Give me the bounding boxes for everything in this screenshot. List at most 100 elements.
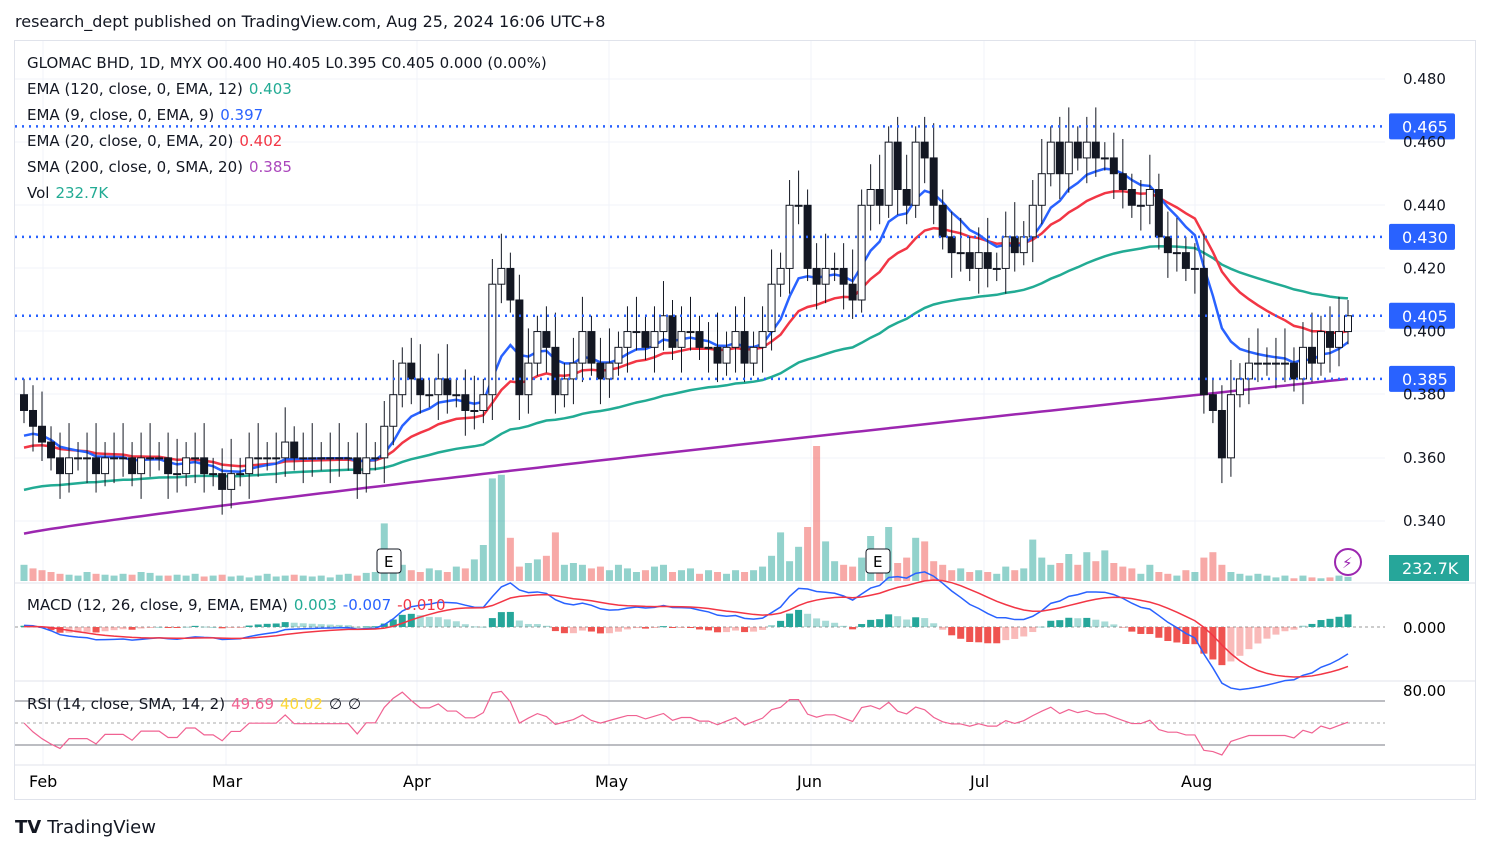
candle-up — [155, 457, 164, 460]
volume-bar — [1344, 576, 1352, 581]
volume-bar — [1101, 550, 1109, 581]
volume-bar — [371, 572, 379, 581]
macd-histogram-bar — [813, 618, 821, 627]
candle-up — [236, 473, 245, 476]
macd-histogram-bar — [1335, 616, 1343, 627]
ema20-value: 0.402 — [239, 132, 283, 150]
macd-histogram-bar — [1218, 627, 1226, 666]
volume-bar — [344, 573, 352, 581]
macd-histogram-bar — [1119, 627, 1127, 628]
macd-histogram-bar — [1065, 617, 1073, 627]
macd-histogram-bar — [596, 627, 604, 634]
ema120-label: EMA (120, close, 0, EMA, 12) — [27, 80, 243, 98]
macd-histogram-bar — [894, 616, 902, 627]
macd-histogram-bar — [110, 627, 118, 631]
ema120-value: 0.403 — [248, 80, 292, 98]
volume-bar — [605, 570, 613, 581]
volume-legend[interactable]: Vol 232.7K — [27, 184, 108, 202]
volume-bar — [20, 564, 28, 581]
macd-histogram-bar — [263, 623, 271, 627]
candle-down — [1154, 188, 1163, 238]
macd-histogram-bar — [1128, 627, 1136, 632]
macd-histogram-bar — [1002, 627, 1010, 641]
published-header: research_dept published on TradingView.c… — [15, 12, 606, 31]
macd-histogram-bar — [849, 627, 857, 630]
volume-bar — [831, 561, 839, 581]
candle-down — [407, 362, 416, 380]
ema120-legend[interactable]: EMA (120, close, 0, EMA, 12) 0.403 — [27, 80, 292, 98]
candle-up — [1001, 236, 1010, 269]
macd-histogram-bar — [452, 621, 460, 627]
candle-up — [866, 188, 875, 206]
volume-bar — [1074, 564, 1082, 581]
candle-up — [569, 362, 578, 380]
candle-down — [1091, 141, 1100, 159]
macd-histogram-bar — [614, 627, 622, 632]
ema20-legend[interactable]: EMA (20, close, 0, EMA, 20) 0.402 — [27, 132, 282, 150]
volume-bar — [993, 573, 1001, 581]
volume-bar — [1065, 554, 1073, 581]
ema9-legend[interactable]: EMA (9, close, 0, EMA, 9) 0.397 — [27, 106, 263, 124]
macd-histogram-bar — [1317, 620, 1325, 627]
macd-histogram-bar — [92, 627, 100, 633]
candle-up — [83, 457, 92, 460]
chart-frame[interactable] — [14, 40, 1476, 800]
sma200-value: 0.385 — [248, 158, 292, 176]
candle-up — [704, 346, 713, 349]
volume-bar — [164, 575, 172, 581]
volume-bar — [732, 570, 740, 581]
volume-bar — [290, 574, 298, 581]
macd-histogram-bar — [1236, 627, 1244, 656]
volume-bar — [623, 568, 631, 581]
volume-bar — [263, 573, 271, 581]
macd-histogram-bar — [605, 627, 613, 634]
macd-histogram-bar — [1029, 627, 1037, 633]
macd-legend[interactable]: MACD (12, 26, close, 9, EMA, EMA) 0.003 -0… — [27, 596, 446, 614]
candle-up — [677, 331, 686, 348]
candle-up — [659, 315, 668, 333]
volume-bar — [1155, 572, 1163, 581]
volume-bar — [1137, 573, 1145, 581]
sma200-legend[interactable]: SMA (200, close, 0, SMA, 20) 0.385 — [27, 158, 292, 176]
volume-bar — [1326, 577, 1334, 581]
volume-bar — [894, 563, 902, 581]
macd-histogram-bar — [1344, 614, 1352, 627]
candle-down — [1325, 331, 1334, 348]
candle-up — [1271, 362, 1280, 365]
time-axis-tick: Apr — [403, 772, 431, 791]
time-axis-tick: Mar — [212, 772, 243, 791]
candle-down — [947, 236, 956, 254]
volume-bar — [714, 572, 722, 581]
candle-up — [884, 141, 893, 206]
rsi-legend[interactable]: RSI (14, close, SMA, 14, 2) 49.69 40.02 ∅ ∅ — [27, 695, 361, 713]
tradingview-logo[interactable]: 𝗧𝗩 TradingView — [15, 817, 156, 838]
macd-histogram-bar — [290, 622, 298, 627]
candle-down — [839, 267, 848, 285]
volume-bar — [1173, 575, 1181, 581]
price-level-label-bg — [1389, 365, 1455, 392]
volume-bar — [1245, 575, 1253, 581]
volume-bar — [768, 555, 776, 581]
macd-histogram-bar — [389, 619, 397, 627]
macd-histogram-bar — [1182, 627, 1190, 645]
volume-bar — [65, 574, 73, 581]
candle-up — [794, 204, 803, 207]
price-axis-tick: 0.480 — [1403, 70, 1446, 88]
macd-histogram-bar — [696, 627, 704, 630]
macd-histogram-bar — [1164, 627, 1172, 642]
candle-up — [119, 457, 128, 460]
candle-down — [128, 457, 137, 475]
macd-histogram-bar — [1038, 626, 1046, 628]
candle-up — [1253, 362, 1262, 365]
volume-bar — [515, 566, 523, 581]
candle-up — [623, 331, 632, 348]
volume-bar — [1047, 564, 1055, 581]
candle-up — [371, 457, 380, 460]
earnings-marker — [376, 548, 402, 574]
macd-histogram-bar — [1263, 627, 1271, 639]
brand-name: TradingView — [47, 817, 156, 838]
candle-down — [56, 457, 65, 475]
macd-histogram-bar — [1056, 620, 1064, 627]
volume-bar — [1227, 572, 1235, 581]
